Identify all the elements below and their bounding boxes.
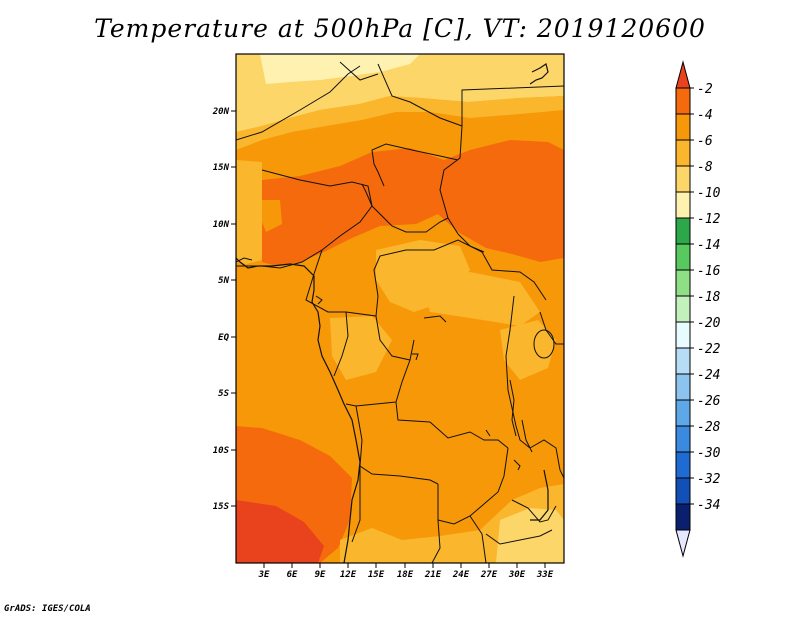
colorbar-label: -4 [697, 108, 713, 123]
lat-tick-label: 10S [213, 446, 230, 456]
field-band-minus6-pocket [262, 200, 282, 232]
colorbar-swatch [675, 139, 691, 167]
colorbar-swatch [675, 87, 691, 115]
lon-tick-label: 12E [340, 570, 357, 580]
colorbar-top-triangle [675, 60, 691, 89]
lat-tick-label: 15N [213, 163, 230, 173]
lon-tick-label: 18E [397, 570, 414, 580]
colorbar-label: -20 [697, 316, 721, 331]
field-patch-central-b [420, 272, 540, 326]
field-band-minus2-southwest [236, 500, 324, 563]
colorbar-label: -18 [697, 290, 721, 305]
lon-tick-label: 27E [480, 570, 498, 580]
temperature-map [236, 54, 564, 563]
coastlines [236, 63, 549, 563]
colorbar-swatch [675, 217, 691, 245]
lon-tick-label: 15E [368, 570, 385, 580]
colorbar-swatch [675, 269, 691, 297]
colorbar-label: -24 [697, 368, 720, 383]
field-band-minus10-north [260, 54, 420, 84]
map-frame [235, 53, 565, 564]
lon-tick-label: 21E [424, 570, 442, 580]
lon-tick-label: 33E [536, 570, 554, 580]
lon-tick-label: 30E [508, 570, 526, 580]
colorbar-label: -28 [697, 420, 721, 435]
lat-tick-label: 5N [218, 276, 229, 286]
country-borders [236, 61, 564, 563]
lat-tick-label: EQ [218, 333, 229, 343]
colorbar-label: -2 [697, 82, 713, 97]
colorbar-label: -34 [697, 498, 720, 513]
field-band-minus4-sahel [262, 140, 564, 266]
colorbar-swatch [675, 321, 691, 349]
colorbar-bottom-triangle [675, 529, 691, 558]
colorbar-swatch [675, 399, 691, 427]
colorbar-label: -16 [697, 264, 721, 279]
colorbar-label: -14 [697, 238, 720, 253]
lon-tick-label: 3E [258, 570, 270, 580]
colorbar-label: -8 [697, 160, 713, 175]
field-band-minus8-west [236, 160, 262, 264]
lakes [315, 295, 555, 471]
footer-credit: GrADS: IGES/COLA [4, 604, 91, 614]
colorbar-label: -6 [697, 134, 713, 149]
colorbar-swatch [675, 477, 691, 505]
colorbar-label: -12 [697, 212, 721, 227]
lon-tick-label: 9E [315, 570, 326, 580]
colorbar-swatch [675, 113, 691, 141]
colorbar-swatch [675, 347, 691, 375]
field-patch-congo [330, 316, 392, 380]
colorbar-swatch [675, 295, 691, 323]
lon-axis: 3E 6E 9E 12E 15E 18E 21E 24E 27E 30E 33E [258, 563, 554, 580]
colorbar-label: -22 [697, 342, 721, 357]
lon-tick-label: 6E [287, 570, 298, 580]
colorbar-label: -26 [697, 394, 721, 409]
colorbar-swatch [675, 243, 691, 271]
colorbar-label: -30 [697, 446, 721, 461]
field-patch-lakes [500, 320, 556, 380]
colorbar-label: -10 [697, 186, 721, 201]
colorbar-swatch [675, 373, 691, 401]
colorbar-swatch [675, 191, 691, 219]
colorbar-swatch [675, 451, 691, 479]
lat-tick-label: 20N [212, 107, 230, 117]
lat-tick-label: 15S [213, 502, 230, 512]
lon-tick-label: 24E [452, 570, 470, 580]
colorbar-swatch [675, 165, 691, 193]
colorbar-label: -32 [697, 472, 721, 487]
lat-axis: 20N 15N 10N 5N EQ 5S 10S 15S [212, 107, 236, 512]
lat-tick-label: 10N [213, 220, 230, 230]
colorbar: -2 -4 -6 -8 -10 -12 -14 -16 -18 -20 -22 -24 -26 -28 -3… [675, 60, 721, 558]
chart-title: Temperature at 500hPa [C], VT: 201912060… [94, 14, 706, 43]
field-band-minus10-southeast [496, 508, 564, 563]
field-band-minus8-transition [236, 96, 564, 150]
colorbar-swatch [675, 425, 691, 453]
colorbar-swatch [675, 503, 691, 531]
lat-tick-label: 5S [218, 389, 229, 399]
